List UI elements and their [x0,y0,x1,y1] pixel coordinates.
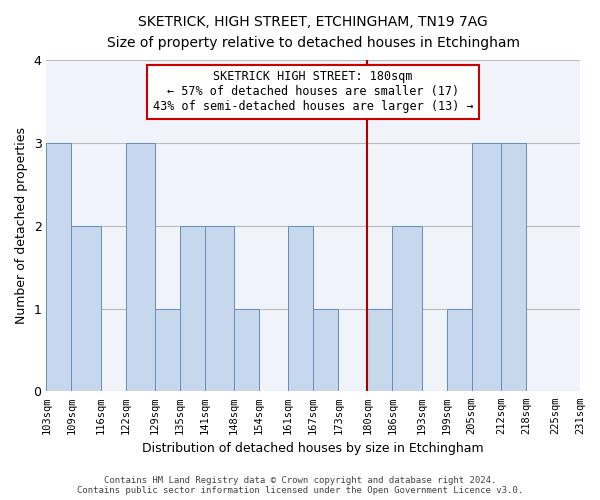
Bar [125,143,155,392]
Bar [446,308,472,392]
Bar [155,308,180,392]
Bar [367,308,392,392]
Bar [180,226,205,392]
Bar [205,226,234,392]
Bar [288,226,313,392]
Bar [234,308,259,392]
Text: Contains HM Land Registry data © Crown copyright and database right 2024.
Contai: Contains HM Land Registry data © Crown c… [77,476,523,495]
Bar [71,226,101,392]
Y-axis label: Number of detached properties: Number of detached properties [15,128,28,324]
Bar [501,143,526,392]
Text: SKETRICK HIGH STREET: 180sqm
← 57% of detached houses are smaller (17)
43% of se: SKETRICK HIGH STREET: 180sqm ← 57% of de… [153,70,473,114]
Bar [392,226,422,392]
Bar [46,143,71,392]
Bar [313,308,338,392]
Title: SKETRICK, HIGH STREET, ETCHINGHAM, TN19 7AG
Size of property relative to detache: SKETRICK, HIGH STREET, ETCHINGHAM, TN19 … [107,15,520,50]
Bar [472,143,501,392]
X-axis label: Distribution of detached houses by size in Etchingham: Distribution of detached houses by size … [142,442,484,455]
